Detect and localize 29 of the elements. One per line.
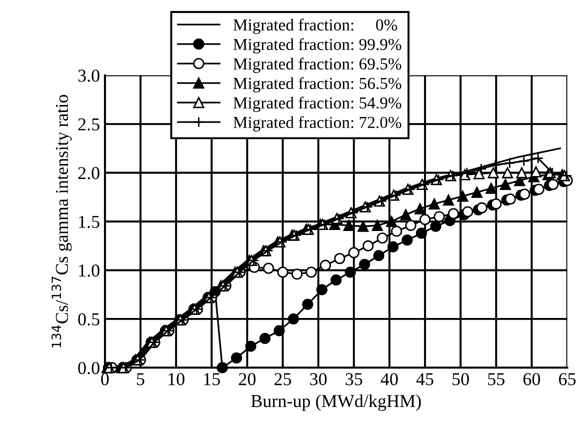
x-tick-label: 65 bbox=[559, 373, 576, 386]
y-tick-label: 1.0 bbox=[79, 264, 100, 277]
x-tick-label: 25 bbox=[274, 373, 292, 386]
legend-label: Migrated fraction: 69.5% bbox=[233, 58, 402, 73]
y-tick-label: 1.5 bbox=[79, 216, 100, 228]
x-tick-label: 45 bbox=[416, 373, 434, 386]
y-tick-label: 3.0 bbox=[78, 70, 100, 82]
y-tick-label: 2.5 bbox=[78, 118, 100, 131]
x-tick-label: 55 bbox=[488, 373, 504, 386]
x-tick-label: 10 bbox=[168, 373, 184, 386]
legend-label: Migrated fraction: 56.5% bbox=[233, 77, 402, 92]
y-axis-title: $^{134}$Cs/$^{137}$Cs gamma intensity ratio bbox=[52, 94, 72, 348]
x-tick-label: 15 bbox=[204, 373, 220, 386]
y-tick-label: 0.0 bbox=[78, 362, 100, 374]
x-tick-label: 50 bbox=[452, 373, 469, 386]
x-tick-label: 35 bbox=[346, 373, 362, 386]
x-tick-label: 60 bbox=[523, 373, 540, 386]
legend-label: Migrated fraction: 0% bbox=[233, 18, 398, 34]
x-tick-label: 5 bbox=[137, 373, 144, 386]
x-tick-label: 0 bbox=[101, 373, 109, 386]
legend-label: Migrated fraction: 72.0% bbox=[233, 116, 402, 132]
y-tick-label: 2.0 bbox=[78, 167, 100, 180]
x-tick-label: 20 bbox=[238, 373, 256, 386]
x-axis-title: Burn-up (MWd/kgHM) bbox=[251, 394, 421, 411]
x-tick-label: 40 bbox=[380, 373, 398, 386]
x-tick-label: 30 bbox=[310, 373, 327, 386]
legend-label: Migrated fraction: 54.9% bbox=[233, 96, 402, 112]
y-tick-label: 0.5 bbox=[78, 313, 100, 326]
legend-label: Migrated fraction: 99.9% bbox=[233, 38, 402, 54]
